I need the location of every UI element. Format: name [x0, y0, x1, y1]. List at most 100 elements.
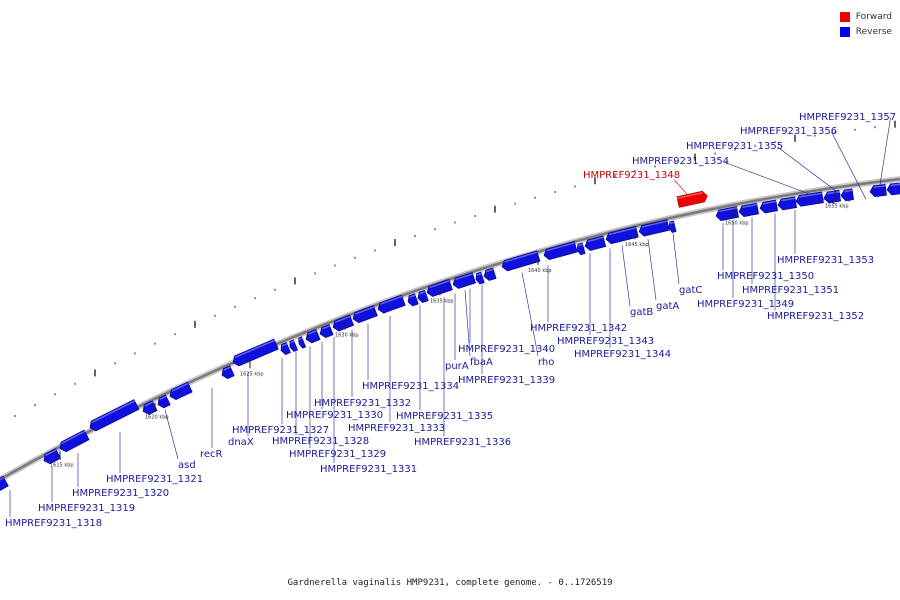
gene-arrow-highlight: [578, 243, 583, 247]
reverse-gene-arrow: [840, 188, 854, 202]
gene-arrow-highlight: [827, 191, 840, 195]
gene-arrow-body: [869, 183, 887, 198]
gene-arrow-body: [668, 220, 677, 233]
reverse-gene-arrow: [417, 289, 429, 303]
leader-line: [672, 233, 680, 285]
gene-arrow-highlight: [476, 272, 482, 276]
gene-arrow-body: [501, 250, 541, 272]
gene-label: HMPREF9231_1329: [289, 449, 386, 460]
gene-labels: HMPREF9231_1318 HMPREF9231_1319 HMPREF9231…: [5, 112, 896, 529]
reverse-gene-arrow: [886, 182, 900, 196]
gene-arrow-highlight: [61, 430, 86, 445]
reverse-gene-arrow: [332, 314, 355, 332]
gene-arrow-body: [676, 190, 708, 208]
scale-tick-label: 1640 kbp: [528, 268, 552, 274]
gene-label: recR: [200, 449, 223, 460]
gene-arrow-highlight: [742, 203, 758, 209]
gene-arrow-highlight: [873, 185, 886, 189]
scale-tick-label: 1630 kbp: [335, 333, 359, 339]
gene-arrow-highlight: [455, 273, 473, 281]
gene-arrow-body: [407, 293, 419, 307]
gene-label: HMPREF9231_1335: [396, 411, 493, 422]
gene-label: HMPREF9231_1318: [5, 518, 102, 529]
gene-arrow-highlight: [0, 476, 5, 486]
gene-label: HMPREF9231_1331: [320, 464, 417, 475]
reverse-gene-arrow: [605, 226, 639, 245]
reverse-gene-arrow: [59, 429, 90, 453]
gene-label: HMPREF9231_1330: [286, 410, 383, 421]
gene-arrow-highlight: [504, 251, 538, 263]
gene-label: HMPREF9231_1354: [632, 156, 729, 167]
scale-tick-label: 1615 kbp: [50, 463, 74, 469]
reverse-gene-arrow: [319, 324, 334, 338]
gene-arrow-body: [823, 189, 841, 204]
leader-line: [464, 290, 471, 357]
gene-label: HMPREF9231_1333: [348, 423, 445, 434]
reverse-gene-arrow: [280, 341, 291, 355]
gene-arrow-body: [638, 219, 670, 237]
reverse-gene-arrow: [738, 202, 760, 217]
gene-label: dnaX: [228, 437, 254, 448]
leader-line: [877, 117, 891, 198]
gene-arrow-body: [332, 314, 355, 332]
gene-arrow-body: [795, 191, 824, 207]
reverse-gene-arrow: [795, 191, 824, 207]
gene-label: gatA: [656, 301, 679, 312]
gene-label: HMPREF9231_1348: [583, 170, 680, 181]
gene-arrow-highlight: [321, 325, 330, 330]
gene-arrow-body: [232, 338, 279, 367]
gene-label: HMPREF9231_1352: [767, 311, 864, 322]
gene-arrow-highlight: [419, 290, 426, 295]
gene-arrow-highlight: [335, 315, 351, 323]
gene-arrow-highlight: [546, 242, 575, 252]
reverse-gene-arrow: [352, 305, 378, 324]
gene-arrow-body: [605, 226, 639, 245]
gene-arrow-highlight: [91, 400, 136, 424]
reverse-gene-arrow: [475, 271, 485, 285]
gene-arrow-highlight: [719, 207, 737, 213]
reverse-gene-arrow: [576, 242, 586, 256]
reverse-gene-arrow: [298, 336, 307, 349]
gene-arrow-highlight: [587, 236, 604, 243]
gene-arrow-body: [352, 305, 378, 324]
gene-arrow-highlight: [290, 340, 295, 344]
gene-label: HMPREF9231_1344: [574, 349, 671, 360]
gene-label: HMPREF9231_1320: [72, 488, 169, 499]
gene-label: HMPREF9231_1339: [458, 375, 555, 386]
gene-arrow-body: [305, 329, 321, 344]
gene-arrow-body: [89, 399, 140, 432]
reverse-gene-arrow: [483, 267, 497, 281]
scale-tick-label: 1645 kbp: [625, 242, 649, 248]
gene-arrow-body: [543, 241, 578, 261]
gene-arrow-body: [886, 182, 900, 196]
reverse-gene-arrow: [0, 475, 9, 494]
gene-label: HMPREF9231_1336: [414, 437, 511, 448]
legend-item-forward: Forward: [839, 9, 892, 24]
gene-arrow-highlight: [45, 449, 57, 457]
gene-arrow-body: [759, 199, 779, 214]
reverse-gene-arrow: [142, 400, 158, 415]
gene-label: HMPREF9231_1353: [777, 255, 874, 266]
scale-tick-label: 1635 kbp: [430, 298, 454, 304]
reverse-gene-arrow: [584, 235, 607, 251]
gene-arrow-body: [576, 242, 586, 256]
gene-label: asd: [178, 460, 196, 471]
gene-arrow-highlight: [298, 337, 303, 341]
reverse-gene-arrow: [169, 381, 193, 400]
reverse-gene-arrow: [823, 189, 841, 204]
gene-label: HMPREF9231_1349: [697, 299, 794, 310]
scale-ticks: 1615 kbp 1620 kbp 1625 kbp 1630 kbp 1635 kbp…: [50, 191, 849, 469]
reverse-gene-arrow: [232, 338, 279, 367]
gene-arrow-highlight: [641, 220, 668, 228]
gene-arrow-body: [169, 381, 193, 400]
legend-label-reverse: Reverse: [855, 26, 892, 37]
gene-label: HMPREF9231_1357: [799, 112, 896, 123]
gene-arrow-highlight: [281, 343, 288, 347]
map-caption: Gardnerella vaginalis HMP9231, complete …: [287, 578, 613, 588]
gene-arrow-highlight: [144, 401, 154, 407]
gene-arrow-highlight: [890, 183, 900, 187]
gene-arrow-highlight: [234, 339, 275, 358]
gene-arrow-highlight: [307, 330, 317, 335]
gene-arrow-body: [298, 336, 307, 349]
